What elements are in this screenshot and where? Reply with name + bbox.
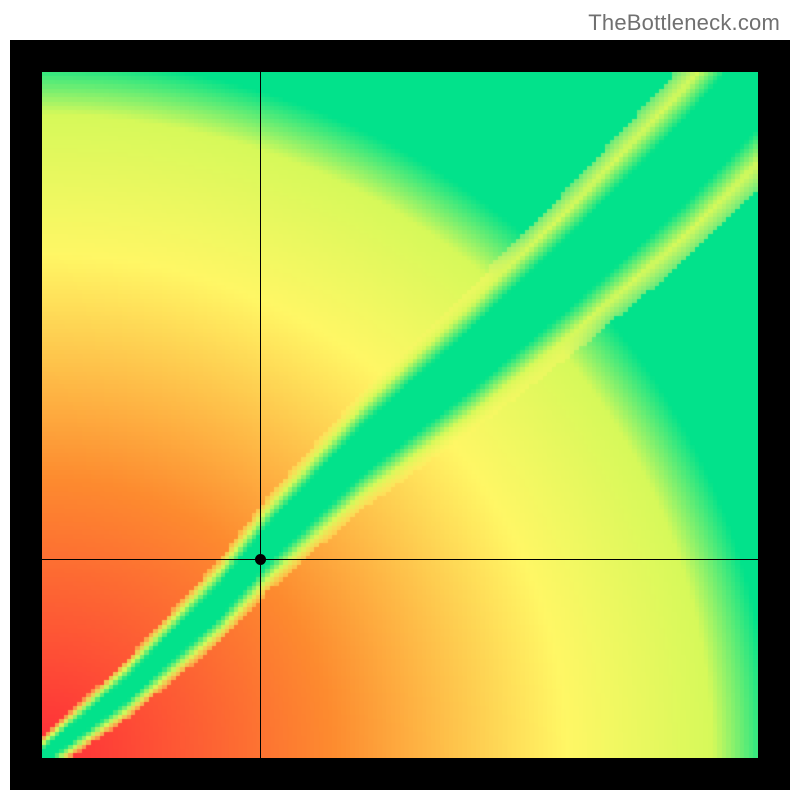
chart-container: { "watermark": { "text": "TheBottleneck.… [0, 0, 800, 800]
chart-outer-frame [10, 40, 790, 790]
crosshair-vertical [260, 72, 261, 758]
crosshair-marker [255, 554, 266, 565]
crosshair-horizontal [42, 559, 758, 560]
heatmap-canvas [42, 72, 758, 758]
chart-plot-area [42, 72, 758, 758]
watermark-text: TheBottleneck.com [588, 10, 780, 36]
